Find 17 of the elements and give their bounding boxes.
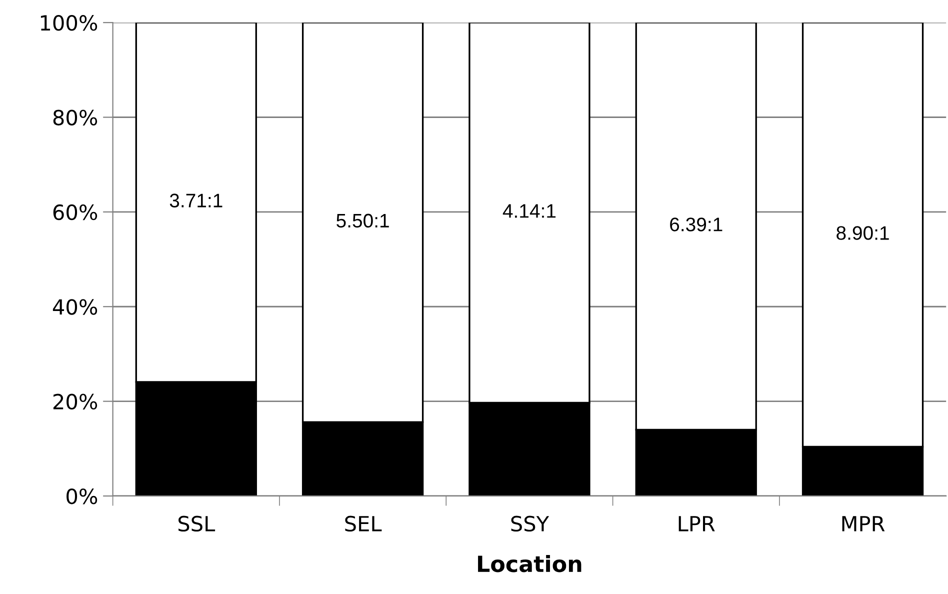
data-label: 8.90:1	[836, 226, 889, 240]
data-label: 5.50:1	[336, 214, 389, 228]
data-label: 4.14:1	[502, 204, 556, 218]
y-tick-label: 40%	[52, 299, 98, 315]
y-tick-label: 20%	[53, 394, 98, 410]
y-tick-label: 0%	[66, 488, 98, 504]
x-tick-label: LPR	[678, 516, 715, 532]
y-tick-label: 60%	[53, 204, 98, 220]
x-axis-title: Location	[478, 555, 582, 572]
data-label: 3.71:1	[170, 194, 222, 208]
x-tick-label: SEL	[345, 516, 382, 532]
x-tick-label: SSL	[178, 516, 216, 532]
y-tick-label: 100%	[40, 15, 98, 31]
x-tick-label: MPR	[842, 516, 885, 532]
y-tick-label: 80%	[53, 110, 98, 126]
data-label: 6.39:1	[670, 218, 722, 232]
x-tick-label: SSY	[511, 516, 550, 532]
